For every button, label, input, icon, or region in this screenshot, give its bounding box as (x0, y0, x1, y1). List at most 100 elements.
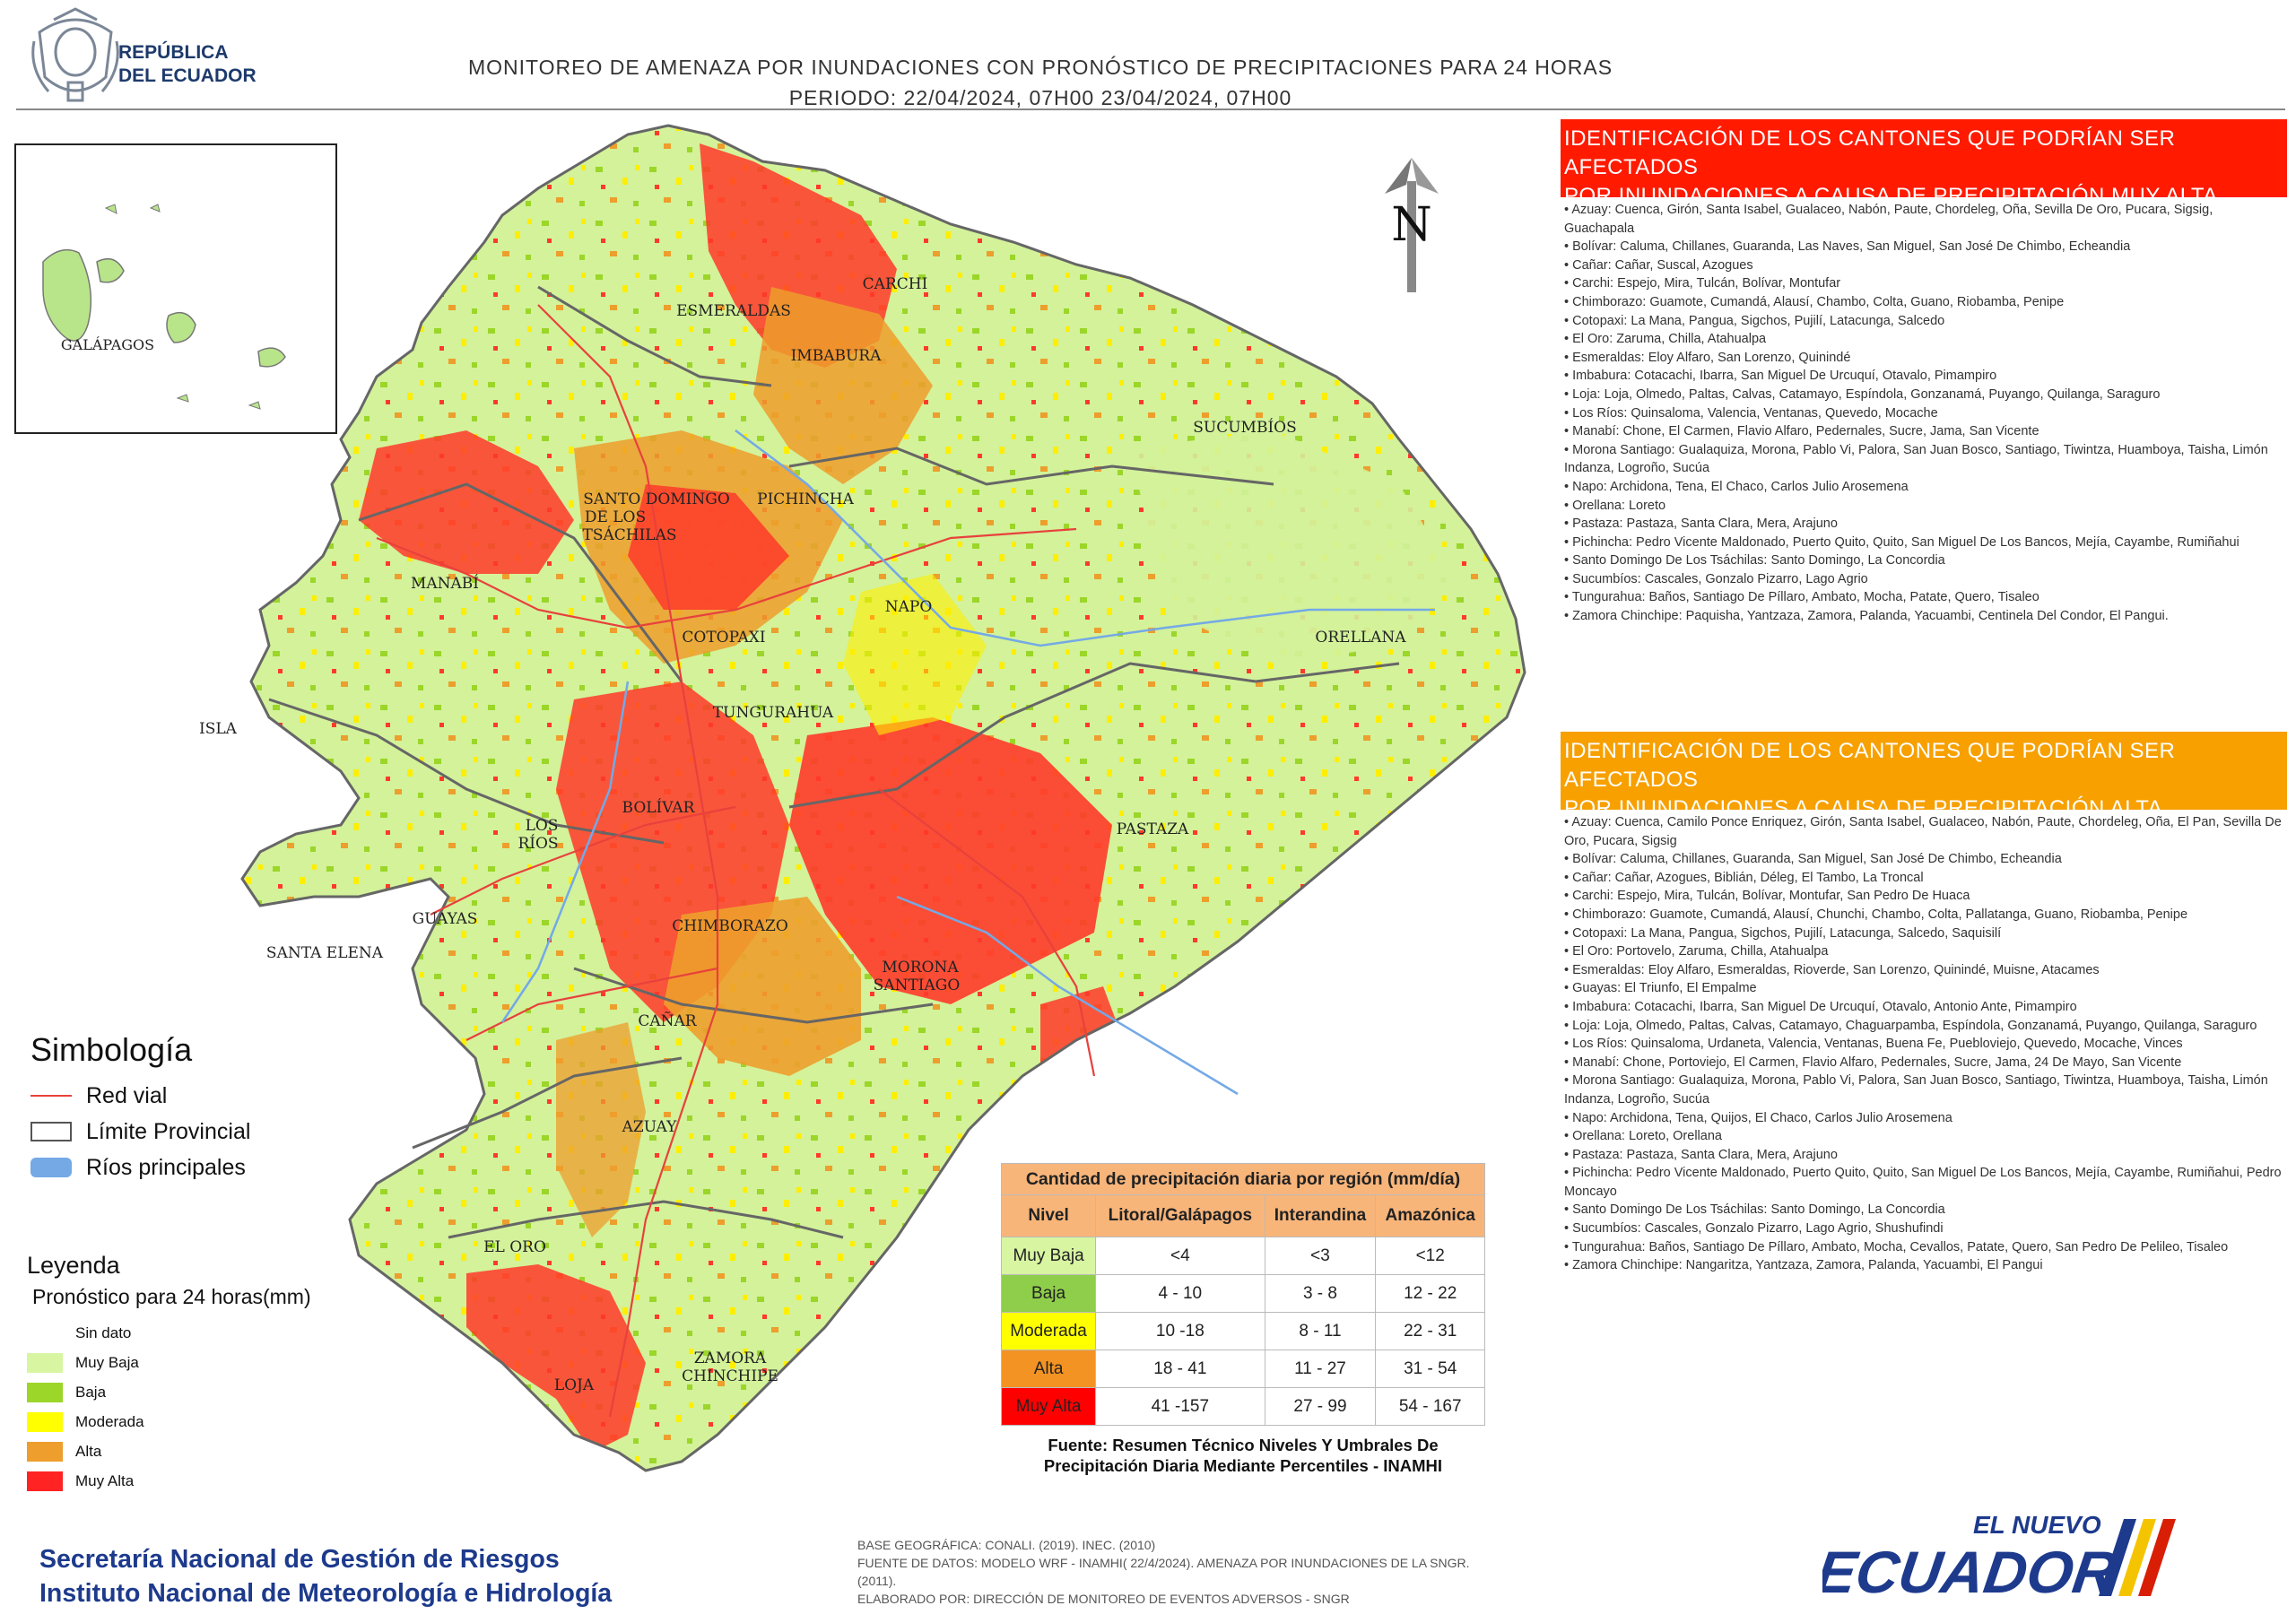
boundary-symbol (30, 1122, 72, 1141)
logo-ecuador: ECUADOR (1822, 1540, 2120, 1605)
north-arrow-right (1412, 158, 1439, 194)
canton-list-item: Morona Santiago: Gualaquiza, Morona, Pab… (1564, 441, 2282, 478)
ley-sin-dato: Sin dato (27, 1318, 311, 1348)
canton-list-item: Chimborazo: Guamote, Cumandá, Alausí, Ch… (1564, 906, 2282, 924)
canton-list-item: Manabí: Chone, Portoviejo, El Carmen, Fl… (1564, 1054, 2282, 1072)
map-title: MONITOREO DE AMENAZA POR INUNDACIONES CO… (377, 52, 1704, 113)
canton-list-item: Tungurahua: Baños, Santiago De Píllaro, … (1564, 1238, 2282, 1257)
galapagos-inset: GALÁPAGOS (14, 143, 337, 434)
ley-muy-baja-label: Muy Baja (75, 1353, 139, 1371)
simb-limite: Límite Provincial (30, 1114, 250, 1150)
label-tungurahua: TUNGURAHUA (713, 704, 834, 722)
canton-list-item: Azuay: Cuenca, Girón, Santa Isabel, Gual… (1564, 201, 2282, 238)
label-bolivar: BOLÍVAR (622, 798, 696, 817)
canton-list-item: Pastaza: Pastaza, Santa Clara, Mera, Ara… (1564, 515, 2282, 534)
header-interandina: Interandina (1264, 1194, 1377, 1237)
island-santiago (96, 257, 125, 283)
footer-src-line2: FUENTE DE DATOS: MODELO WRF - INAMHI( 22… (857, 1556, 1470, 1588)
leyenda-subtitle: Pronóstico para 24 horas(mm) (32, 1285, 311, 1308)
canton-list-item: Esmeraldas: Eloy Alfaro, Esmeraldas, Rio… (1564, 961, 2282, 980)
canton-list-item: Tungurahua: Baños, Santiago De Píllaro, … (1564, 588, 2282, 607)
logo-el-nuevo: EL NUEVO (1973, 1511, 2101, 1539)
ley-baja-label: Baja (75, 1383, 107, 1401)
logo-stripe-red (2138, 1519, 2176, 1596)
canton-list-item: Napo: Archidona, Tena, Quijos, El Chaco,… (1564, 1109, 2282, 1128)
leyenda-legend: Leyenda Pronóstico para 24 horas(mm) Sin… (27, 1252, 311, 1496)
canton-list-item: Zamora Chinchipe: Paquisha, Yantzaza, Za… (1564, 607, 2282, 626)
canton-list-item: Sucumbíos: Cascales, Gonzalo Pizarro, La… (1564, 1219, 2282, 1238)
table-row: Muy Baja <4 <3 <12 (1000, 1237, 1485, 1275)
zone-napo-north (843, 574, 987, 735)
ecuador-flood-map: ESMERALDAS CARCHI IMBABURA SUCUMBÍOS SAN… (199, 124, 1526, 1472)
republica-line1: REPÚBLICA (118, 42, 229, 63)
label-morona-2: SANTIAGO (874, 976, 961, 994)
zone-orellana (1130, 430, 1453, 664)
road-line (376, 527, 1077, 629)
label-santa-elena: SANTA ELENA (266, 944, 384, 962)
cell-amazonica: <12 (1375, 1237, 1485, 1275)
label-sucumbios: SUCUMBÍOS (1193, 418, 1297, 437)
table-source-line1: Fuente: Resumen Técnico Niveles Y Umbral… (1048, 1436, 1439, 1454)
label-santo-domingo-2: DE LOS (585, 508, 646, 526)
canton-list-item: Pichincha: Pedro Vicente Maldonado, Puer… (1564, 534, 2282, 552)
north-arrow-shaft (1407, 181, 1416, 292)
label-esmeraldas: ESMERALDAS (676, 302, 791, 320)
cell-interandina: 11 - 27 (1264, 1350, 1377, 1388)
road-line (430, 805, 736, 916)
canton-list-item: Bolívar: Caluma, Chillanes, Guaranda, Sa… (1564, 850, 2282, 869)
cell-amazonica: 54 - 167 (1375, 1387, 1485, 1426)
river-line (896, 895, 1239, 1096)
boundary-line (537, 285, 772, 387)
simb-rios-label: Ríos principales (86, 1154, 246, 1180)
river-line (735, 430, 1435, 647)
footer-src-line1: BASE GEOGRÁFICA: CONALI. (2019). INEC. (… (857, 1538, 1156, 1552)
label-napo: NAPO (885, 598, 933, 616)
canton-list-item: Zamora Chinchipe: Nangaritza, Yantzaza, … (1564, 1256, 2282, 1275)
boundary-line (358, 482, 683, 682)
canton-list-item: Chimborazo: Guamote, Cumandá, Alausí, Ch… (1564, 293, 2282, 312)
canton-list-item: Sucumbíos: Cascales, Gonzalo Pizarro, La… (1564, 570, 2282, 589)
precipitation-zones (359, 143, 1453, 1453)
label-los-rios-1: LOS (526, 817, 559, 835)
canton-list-item: Santo Domingo De Los Tsáchilas: Santo Do… (1564, 551, 2282, 570)
galapagos-label: GALÁPAGOS (61, 335, 154, 353)
ley-muy-alta: Muy Alta (27, 1466, 311, 1496)
river-symbol (30, 1158, 72, 1177)
ley-alta: Alta (27, 1436, 311, 1466)
canton-list-item: Morona Santiago: Gualaquiza, Morona, Pab… (1564, 1072, 2282, 1108)
label-carchi: CARCHI (863, 275, 928, 293)
label-el-oro: EL ORO (483, 1238, 546, 1256)
map-title-line1: MONITOREO DE AMENAZA POR INUNDACIONES CO… (467, 56, 1613, 79)
boundary-line (412, 1056, 683, 1150)
label-pichincha: PICHINCHA (757, 490, 854, 508)
label-pastaza: PASTAZA (1117, 820, 1189, 838)
label-chimborazo: CHIMBORAZO (672, 917, 788, 935)
table-caption-row: Cantidad de precipitación diaria por reg… (1001, 1163, 1485, 1195)
ley-moderada: Moderada (27, 1407, 311, 1436)
boundary-line (448, 1200, 844, 1239)
cell-litoral: 10 -18 (1095, 1312, 1265, 1350)
header-litoral: Litoral/Galápagos (1095, 1194, 1265, 1237)
canton-list-item: Loja: Loja, Olmedo, Paltas, Calvas, Cata… (1564, 386, 2282, 404)
logo-stripe-blue (2099, 1519, 2136, 1596)
island-small (248, 401, 261, 410)
canton-list-item: Santo Domingo De Los Tsáchilas: Santo Do… (1564, 1201, 2282, 1219)
label-zamora-2: CHINCHIPE (682, 1367, 778, 1385)
footer-sources: BASE GEOGRÁFICA: CONALI. (2019). INEC. (… (857, 1536, 1503, 1608)
simb-red-vial-label: Red vial (86, 1082, 168, 1108)
label-canar: CAÑAR (638, 1011, 697, 1030)
label-santo-domingo-1: SANTO DOMINGO (583, 490, 730, 508)
cell-litoral: 41 -157 (1095, 1387, 1265, 1426)
road-line (537, 304, 719, 1418)
swatch-moderada (27, 1411, 63, 1432)
zone-manabi-north (359, 430, 574, 574)
header-amazonica: Amazónica (1375, 1194, 1485, 1237)
road-line (878, 788, 1096, 1077)
north-arrow-left (1385, 158, 1412, 194)
panel-muy-alta-title-1: IDENTIFICACIÓN DE LOS CANTONES QUE PODRÍ… (1564, 126, 2176, 179)
label-santo-domingo-3: TSÁCHILAS (582, 525, 676, 544)
island-san-cristobal (257, 347, 286, 368)
island-small (149, 204, 161, 213)
ley-baja: Baja (27, 1377, 311, 1407)
ley-muy-baja: Muy Baja (27, 1348, 311, 1377)
